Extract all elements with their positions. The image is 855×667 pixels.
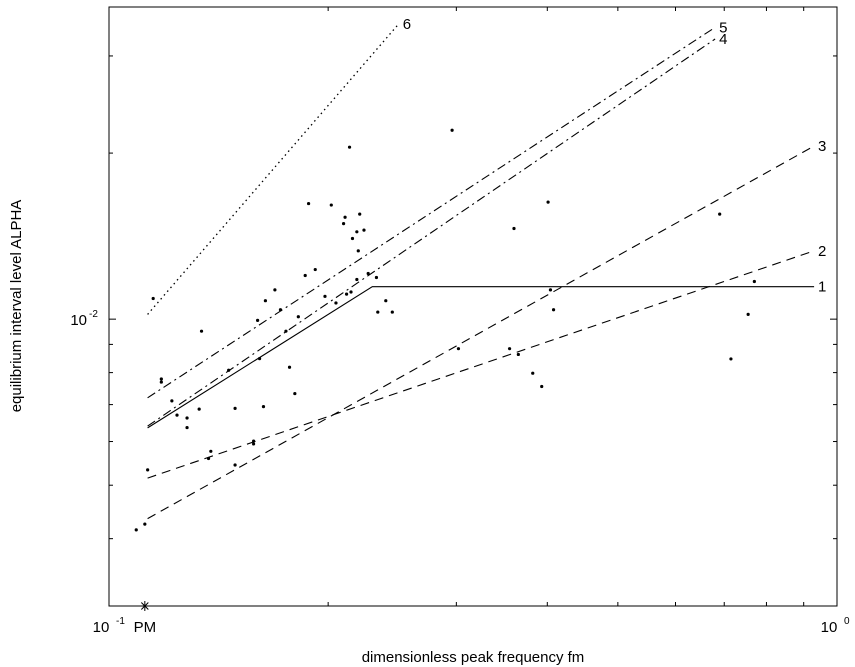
scatter-point bbox=[384, 299, 388, 303]
y-tick-exponent: -2 bbox=[89, 309, 98, 320]
scatter-point bbox=[293, 391, 297, 396]
scatter-point bbox=[355, 277, 359, 282]
series-line-5 bbox=[147, 26, 716, 399]
series-line-1 bbox=[147, 286, 815, 429]
series-label-3: 3 bbox=[818, 138, 826, 155]
scatter-point bbox=[313, 267, 317, 272]
scatter-point bbox=[263, 299, 268, 303]
scatter-point bbox=[185, 425, 189, 430]
scatter-point bbox=[159, 380, 163, 384]
scatter-point bbox=[512, 226, 516, 231]
series-labels: 1 2 3 45 6 bbox=[403, 16, 827, 296]
scatter-point bbox=[358, 212, 362, 216]
series-line-4 bbox=[147, 38, 716, 427]
scatter-point bbox=[540, 384, 544, 389]
series-line-6 bbox=[147, 23, 400, 315]
scatter-point bbox=[233, 463, 237, 467]
scatter-point bbox=[343, 215, 347, 219]
scatter-point bbox=[146, 468, 150, 472]
scatter-point bbox=[355, 230, 359, 234]
scatter-point bbox=[296, 315, 300, 319]
scatter-point bbox=[551, 308, 556, 312]
scatter-point bbox=[185, 416, 189, 420]
scatter-point bbox=[516, 352, 520, 357]
pm-marker bbox=[139, 601, 150, 611]
y-axis-label: equilibrium interval level ALPHA bbox=[8, 200, 25, 413]
scatter-point bbox=[233, 406, 237, 410]
series-line-2 bbox=[147, 250, 815, 479]
scatter-point bbox=[362, 228, 366, 232]
scatter-point bbox=[752, 279, 756, 284]
scatter-point bbox=[134, 528, 138, 532]
scatter-point bbox=[366, 271, 370, 276]
annotations: PM bbox=[134, 601, 157, 636]
scatter-point bbox=[718, 212, 722, 216]
scatter-point bbox=[209, 449, 213, 453]
scatter-point bbox=[199, 329, 204, 333]
series-label-4: 4 bbox=[719, 31, 727, 48]
scatter-point bbox=[159, 377, 163, 381]
plot-frame bbox=[108, 6, 838, 607]
series-label-2: 2 bbox=[818, 243, 826, 260]
series-label-1: 1 bbox=[818, 279, 826, 296]
scatter-point bbox=[746, 312, 750, 317]
scatter-point bbox=[287, 365, 292, 369]
scatter-point bbox=[349, 290, 353, 294]
scatter-point bbox=[329, 203, 333, 207]
scatter-point bbox=[350, 236, 355, 241]
scatter-point bbox=[374, 275, 379, 280]
pm-label: PM bbox=[134, 619, 157, 636]
x-tick-label: 10 bbox=[821, 619, 838, 636]
scatter-point bbox=[450, 128, 454, 132]
scatter-point bbox=[390, 310, 394, 314]
scatter-point bbox=[306, 201, 311, 206]
series-label-5: 5 bbox=[719, 19, 727, 36]
scatter-point bbox=[344, 292, 349, 296]
scatter-point bbox=[456, 347, 461, 351]
scatter-point bbox=[376, 310, 380, 314]
scatter-point bbox=[151, 296, 155, 301]
scatter-point bbox=[273, 288, 277, 292]
x-axis-label: dimensionless peak frequency fm bbox=[362, 649, 585, 666]
scatter-point bbox=[303, 273, 307, 278]
scatter-point bbox=[170, 399, 174, 403]
y-tick-label: 10 bbox=[70, 312, 87, 329]
scatter-point bbox=[323, 294, 327, 298]
scatter-point bbox=[261, 405, 266, 409]
scatter-point bbox=[531, 371, 535, 375]
series-label-6: 6 bbox=[403, 16, 411, 33]
scatter-point bbox=[507, 347, 512, 351]
scatter-point bbox=[143, 522, 147, 526]
series-line-3 bbox=[147, 145, 815, 520]
scatter-point bbox=[334, 301, 338, 305]
scatter-point bbox=[255, 318, 260, 322]
scatter-point bbox=[175, 413, 179, 417]
scatter-point bbox=[252, 442, 256, 446]
scatter-point bbox=[546, 200, 550, 204]
scatter-point bbox=[347, 145, 352, 149]
scatter-point bbox=[729, 357, 733, 361]
x-tick-exponent: -1 bbox=[116, 616, 125, 627]
x-tick-exponent: 0 bbox=[844, 616, 850, 627]
scatter-point bbox=[341, 222, 346, 226]
x-tick-label: 10 bbox=[93, 619, 110, 636]
scatter-point bbox=[197, 407, 201, 411]
scatter-point bbox=[548, 288, 553, 292]
scatter-points bbox=[134, 128, 756, 532]
scatter-point bbox=[356, 249, 360, 253]
series-lines bbox=[147, 23, 815, 520]
